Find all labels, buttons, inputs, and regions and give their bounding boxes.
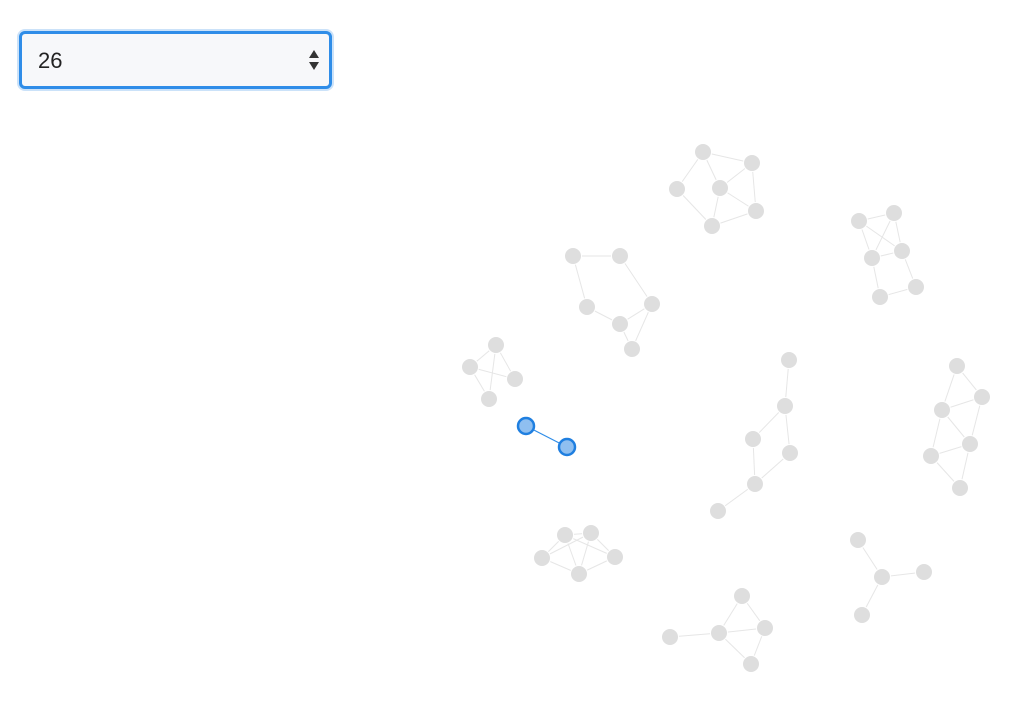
graph-node[interactable] bbox=[756, 619, 774, 637]
graph-node[interactable] bbox=[703, 217, 721, 235]
graph-node[interactable] bbox=[578, 298, 596, 316]
graph-node[interactable] bbox=[744, 430, 762, 448]
graph-node[interactable] bbox=[661, 628, 679, 646]
graph-node[interactable] bbox=[742, 655, 760, 673]
graph-node[interactable] bbox=[885, 204, 903, 222]
graph-node[interactable] bbox=[570, 565, 588, 583]
graph-node[interactable] bbox=[915, 563, 933, 581]
graph-node[interactable] bbox=[776, 397, 794, 415]
graph-node[interactable] bbox=[871, 288, 889, 306]
graph-node[interactable] bbox=[709, 502, 727, 520]
graph-node[interactable] bbox=[643, 295, 661, 313]
graph-node[interactable] bbox=[606, 548, 624, 566]
graph-node[interactable] bbox=[780, 351, 798, 369]
graph-node[interactable] bbox=[849, 531, 867, 549]
graph-node[interactable] bbox=[506, 370, 524, 388]
graph-node[interactable] bbox=[711, 179, 729, 197]
graph-edge bbox=[541, 532, 592, 559]
selected-graph-node[interactable] bbox=[516, 416, 536, 436]
graph-node[interactable] bbox=[694, 143, 712, 161]
graph-node[interactable] bbox=[564, 247, 582, 265]
graph-node[interactable] bbox=[922, 447, 940, 465]
graph-node[interactable] bbox=[582, 524, 600, 542]
graph-node[interactable] bbox=[850, 212, 868, 230]
group-select[interactable]: 26 bbox=[22, 34, 329, 86]
graph-node[interactable] bbox=[907, 278, 925, 296]
graph-node[interactable] bbox=[668, 180, 686, 198]
graph-node[interactable] bbox=[948, 357, 966, 375]
graph-node[interactable] bbox=[733, 587, 751, 605]
group-select-container[interactable]: 26 bbox=[19, 31, 332, 89]
graph-node[interactable] bbox=[933, 401, 951, 419]
graph-node[interactable] bbox=[556, 526, 574, 544]
graph-node[interactable] bbox=[487, 336, 505, 354]
graph-node[interactable] bbox=[781, 444, 799, 462]
graph-node[interactable] bbox=[533, 549, 551, 567]
graph-node[interactable] bbox=[863, 249, 881, 267]
graph-node[interactable] bbox=[461, 358, 479, 376]
selected-graph-node[interactable] bbox=[557, 437, 577, 457]
graph-node[interactable] bbox=[747, 202, 765, 220]
graph-node[interactable] bbox=[951, 479, 969, 497]
graph-node[interactable] bbox=[611, 247, 629, 265]
graph-node[interactable] bbox=[611, 315, 629, 333]
graph-node[interactable] bbox=[746, 475, 764, 493]
graph-node[interactable] bbox=[623, 340, 641, 358]
graph-node[interactable] bbox=[893, 242, 911, 260]
graph-node[interactable] bbox=[853, 606, 871, 624]
graph-node[interactable] bbox=[973, 388, 991, 406]
graph-node[interactable] bbox=[710, 624, 728, 642]
graph-node[interactable] bbox=[873, 568, 891, 586]
graph-edge bbox=[619, 255, 653, 305]
graph-node[interactable] bbox=[743, 154, 761, 172]
graph-node[interactable] bbox=[480, 390, 498, 408]
graph-edge bbox=[564, 534, 616, 558]
graph-edge bbox=[488, 344, 497, 400]
graph-node[interactable] bbox=[961, 435, 979, 453]
